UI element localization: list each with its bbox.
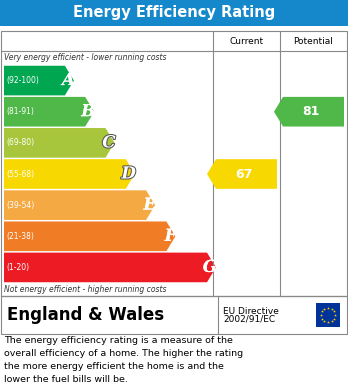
Polygon shape [4,66,74,95]
Text: (92-100): (92-100) [6,76,39,85]
Bar [1,296,347,334]
Text: (81-91): (81-91) [6,107,34,116]
Text: (55-68): (55-68) [6,170,34,179]
Polygon shape [4,159,135,189]
Text: (1-20): (1-20) [6,263,29,272]
Text: Potential: Potential [294,36,333,45]
Text: Current: Current [229,36,263,45]
Text: 67: 67 [235,167,253,181]
Text: EU Directive: EU Directive [223,307,279,316]
Text: (39-54): (39-54) [6,201,34,210]
Bar [1,31,347,296]
Text: The energy efficiency rating is a measure of the
overall efficiency of a home. T: The energy efficiency rating is a measur… [4,336,243,384]
Polygon shape [4,97,94,127]
Text: F: F [165,228,176,245]
Text: (21-38): (21-38) [6,232,34,241]
Bar [316,303,340,327]
Text: C: C [102,135,116,151]
Polygon shape [4,190,155,220]
Bar [0,0,348,26]
Text: (69-80): (69-80) [6,138,34,147]
Text: A: A [62,72,75,89]
Text: G: G [203,259,217,276]
Text: 2002/91/EC: 2002/91/EC [223,314,275,323]
Text: Not energy efficient - higher running costs: Not energy efficient - higher running co… [4,285,166,294]
Polygon shape [207,159,277,189]
Polygon shape [4,128,114,158]
Text: E: E [143,197,156,213]
Text: D: D [121,165,136,183]
Text: 81: 81 [302,105,320,118]
Polygon shape [274,97,344,127]
Polygon shape [4,253,216,282]
Polygon shape [4,221,175,251]
Text: Very energy efficient - lower running costs: Very energy efficient - lower running co… [4,54,166,63]
Text: Energy Efficiency Rating: Energy Efficiency Rating [73,5,275,20]
Text: B: B [81,103,95,120]
Text: England & Wales: England & Wales [7,306,164,324]
